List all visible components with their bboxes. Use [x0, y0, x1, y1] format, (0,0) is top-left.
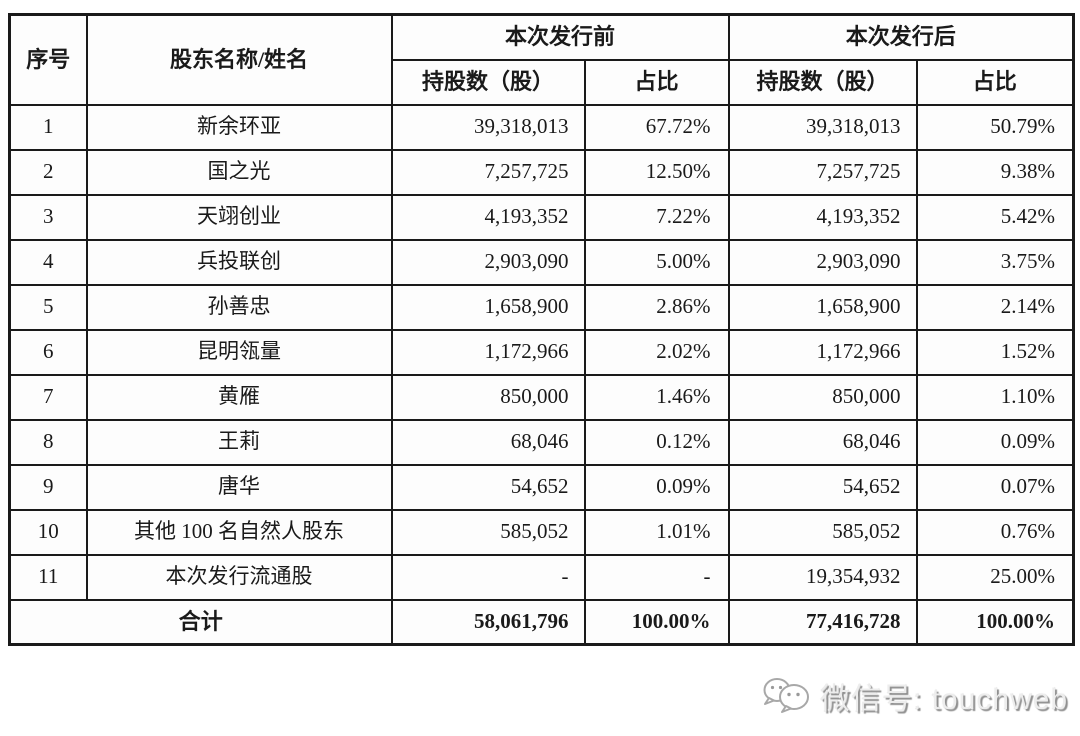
cell-no: 5 — [8, 283, 88, 331]
cell-shareholder-name: 黄雁 — [85, 373, 393, 421]
cell-pre-shares: 1,658,900 — [390, 283, 586, 331]
cell-pre-shares: 7,257,725 — [390, 148, 586, 196]
cell-pre-shares: 585,052 — [390, 508, 586, 556]
cell-no: 4 — [8, 238, 88, 286]
cell-post-percentage: 0.07% — [915, 463, 1075, 511]
cell-post-shares: 1,172,966 — [727, 328, 918, 376]
table-row: 7 黄雁 850,000 1.46% 850,000 1.10% — [8, 373, 1075, 421]
wechat-icon — [763, 678, 809, 713]
header-no: 序号 — [8, 13, 88, 106]
cell-pre-percentage: 1.01% — [583, 508, 730, 556]
cell-shareholder-name: 天翊创业 — [85, 193, 393, 241]
header-group-post-offering: 本次发行后 — [727, 13, 1075, 61]
header-pre-percentage: 占比 — [583, 58, 730, 106]
table-row: 4 兵投联创 2,903,090 5.00% 2,903,090 3.75% — [8, 238, 1075, 286]
cell-post-shares: 585,052 — [727, 508, 918, 556]
cell-shareholder-name: 国之光 — [85, 148, 393, 196]
cell-post-percentage: 1.52% — [915, 328, 1075, 376]
cell-no: 7 — [8, 373, 88, 421]
cell-post-shares: 39,318,013 — [727, 103, 918, 151]
header-post-shares: 持股数（股） — [727, 58, 918, 106]
cell-total-pre-shares: 58,061,796 — [390, 598, 586, 646]
cell-no: 9 — [8, 463, 88, 511]
cell-total-label: 合计 — [8, 598, 393, 646]
cell-pre-percentage: 7.22% — [583, 193, 730, 241]
total-row: 合计 58,061,796 100.00% 77,416,728 100.00% — [8, 598, 1075, 646]
cell-total-pre-percentage: 100.00% — [583, 598, 730, 646]
cell-pre-percentage: 2.86% — [583, 283, 730, 331]
cell-pre-shares: 1,172,966 — [390, 328, 586, 376]
cell-shareholder-name: 昆明瓴量 — [85, 328, 393, 376]
cell-pre-shares: 39,318,013 — [390, 103, 586, 151]
table-row: 8 王莉 68,046 0.12% 68,046 0.09% — [8, 418, 1075, 466]
cell-pre-shares: 54,652 — [390, 463, 586, 511]
header-post-percentage: 占比 — [915, 58, 1075, 106]
cell-pre-shares: 68,046 — [390, 418, 586, 466]
cell-post-percentage: 9.38% — [915, 148, 1075, 196]
cell-shareholder-name: 王莉 — [85, 418, 393, 466]
cell-post-percentage: 3.75% — [915, 238, 1075, 286]
cell-pre-shares: 2,903,090 — [390, 238, 586, 286]
cell-pre-percentage: 1.46% — [583, 373, 730, 421]
cell-post-shares: 68,046 — [727, 418, 918, 466]
cell-post-shares: 850,000 — [727, 373, 918, 421]
table-row: 11 本次发行流通股 - - 19,354,932 25.00% — [8, 553, 1075, 601]
cell-shareholder-name: 新余环亚 — [85, 103, 393, 151]
header-row-subcolumns: 持股数（股） 占比 持股数（股） 占比 — [10, 58, 1075, 106]
cell-post-percentage: 5.42% — [915, 193, 1075, 241]
cell-shareholder-name: 兵投联创 — [85, 238, 393, 286]
cell-post-shares: 19,354,932 — [727, 553, 918, 601]
cell-post-shares: 7,257,725 — [727, 148, 918, 196]
cell-pre-percentage: 5.00% — [583, 238, 730, 286]
cell-pre-percentage: 0.09% — [583, 463, 730, 511]
cell-pre-percentage: 0.12% — [583, 418, 730, 466]
cell-shareholder-name: 其他 100 名自然人股东 — [85, 508, 393, 556]
wechat-id-label: 微信号: touchweb — [819, 683, 1068, 716]
cell-pre-shares: 4,193,352 — [390, 193, 586, 241]
cell-shareholder-name: 孙善忠 — [85, 283, 393, 331]
cell-shareholder-name: 唐华 — [85, 463, 393, 511]
cell-post-shares: 1,658,900 — [727, 283, 918, 331]
table-row: 1 新余环亚 39,318,013 67.72% 39,318,013 50.7… — [8, 103, 1075, 151]
cell-post-percentage: 1.10% — [915, 373, 1075, 421]
table-row: 6 昆明瓴量 1,172,966 2.02% 1,172,966 1.52% — [8, 328, 1075, 376]
header-pre-shares: 持股数（股） — [390, 58, 586, 106]
table-row: 3 天翊创业 4,193,352 7.22% 4,193,352 5.42% — [8, 193, 1075, 241]
table-row: 10 其他 100 名自然人股东 585,052 1.01% 585,052 0… — [8, 508, 1075, 556]
cell-no: 8 — [8, 418, 88, 466]
header-group-pre-offering: 本次发行前 — [390, 13, 730, 61]
cell-pre-shares: - — [390, 553, 586, 601]
shareholder-table: 序号 股东名称/姓名 本次发行前 本次发行后 持股数（股） 占比 持股数（股） … — [8, 13, 1076, 646]
cell-post-percentage: 2.14% — [915, 283, 1075, 331]
cell-no: 11 — [8, 553, 88, 601]
cell-pre-percentage: 2.02% — [583, 328, 730, 376]
cell-pre-percentage: 67.72% — [583, 103, 730, 151]
cell-post-shares: 4,193,352 — [727, 193, 918, 241]
header-row-groups: 序号 股东名称/姓名 本次发行前 本次发行后 — [8, 13, 1075, 106]
table-row: 2 国之光 7,257,725 12.50% 7,257,725 9.38% — [8, 148, 1075, 196]
cell-pre-percentage: - — [583, 553, 730, 601]
cell-post-shares: 2,903,090 — [727, 238, 918, 286]
cell-no: 3 — [8, 193, 88, 241]
cell-pre-percentage: 12.50% — [583, 148, 730, 196]
cell-total-post-shares: 77,416,728 — [727, 598, 918, 646]
cell-post-percentage: 0.09% — [915, 418, 1075, 466]
table-row: 9 唐华 54,652 0.09% 54,652 0.07% — [8, 463, 1075, 511]
cell-post-percentage: 50.79% — [915, 103, 1075, 151]
header-shareholder-name: 股东名称/姓名 — [85, 13, 393, 106]
cell-post-percentage: 25.00% — [915, 553, 1075, 601]
cell-no: 6 — [8, 328, 88, 376]
cell-shareholder-name: 本次发行流通股 — [85, 553, 393, 601]
cell-pre-shares: 850,000 — [390, 373, 586, 421]
cell-post-shares: 54,652 — [727, 463, 918, 511]
wechat-watermark: 微信号: touchweb — [762, 674, 1068, 718]
table-row: 5 孙善忠 1,658,900 2.86% 1,658,900 2.14% — [8, 283, 1075, 331]
cell-post-percentage: 0.76% — [915, 508, 1075, 556]
cell-no: 10 — [8, 508, 88, 556]
cell-no: 1 — [8, 103, 88, 151]
cell-total-post-percentage: 100.00% — [915, 598, 1075, 646]
cell-no: 2 — [8, 148, 88, 196]
